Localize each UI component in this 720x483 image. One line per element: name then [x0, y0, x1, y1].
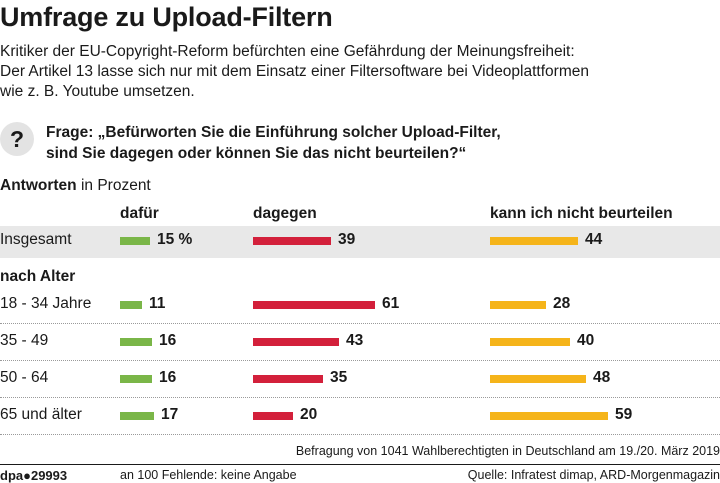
- data-label-dagegen: 39: [338, 231, 356, 248]
- data-label-dafuer: 17: [161, 406, 179, 423]
- row-label: 18 - 34 Jahre: [0, 295, 92, 312]
- data-label-dagegen: 20: [300, 406, 318, 423]
- row-separator: [0, 434, 720, 435]
- bar-kann-nicht: [490, 301, 546, 309]
- data-label-dafuer: 16: [159, 369, 177, 386]
- row-label: 50 - 64: [0, 369, 49, 386]
- bar-dagegen: [253, 301, 375, 309]
- answers-unit: in Prozent: [80, 177, 151, 194]
- bar-dagegen: [253, 375, 323, 383]
- question-mark-icon: ?: [0, 122, 34, 156]
- row-separator: [0, 323, 720, 324]
- data-label-dagegen: 35: [330, 369, 348, 386]
- legend-dafuer: dafür: [120, 205, 159, 222]
- intro-line: Der Artikel 13 lasse sich nur mit dem Ei…: [0, 63, 589, 80]
- data-label-kann-nicht: 48: [593, 369, 611, 386]
- legend-kann-nicht: kann ich nicht beurteilen: [490, 205, 673, 222]
- bar-kann-nicht: [490, 338, 570, 346]
- question-line: sind Sie dagegen oder können Sie das nic…: [46, 145, 467, 162]
- data-label-kann-nicht: 59: [615, 406, 633, 423]
- footer-divider: [0, 464, 720, 465]
- data-label-dafuer: 16: [159, 332, 177, 349]
- intro-text: Kritiker der EU-Copyright-Reform befürch…: [0, 42, 720, 102]
- data-label-dagegen: 61: [382, 295, 400, 312]
- dpa-id: dpa●29993: [0, 468, 68, 483]
- intro-line: Kritiker der EU-Copyright-Reform befürch…: [0, 43, 575, 60]
- legend-dagegen: dagegen: [253, 205, 317, 222]
- bar-dagegen: [253, 237, 331, 245]
- bar-dagegen: [253, 412, 293, 420]
- bar-dafuer: [120, 237, 150, 245]
- bar-dafuer: [120, 375, 152, 383]
- data-label-kann-nicht: 44: [585, 231, 603, 248]
- bar-dafuer: [120, 301, 142, 309]
- row-separator: [0, 360, 720, 361]
- page-title: Umfrage zu Upload-Filtern: [0, 2, 333, 32]
- bar-kann-nicht: [490, 375, 586, 383]
- row-label: 35 - 49: [0, 332, 49, 349]
- answers-heading: Antworten in Prozent: [0, 177, 151, 195]
- survey-note: Befragung von 1041 Wahlberechtigten in D…: [295, 444, 720, 458]
- footnote: an 100 Fehlende: keine Angabe: [120, 468, 297, 482]
- bar-dagegen: [253, 338, 339, 346]
- section-nach-alter: nach Alter: [0, 268, 76, 285]
- bar-kann-nicht: [490, 412, 608, 420]
- bar-dafuer: [120, 338, 152, 346]
- data-label-kann-nicht: 40: [577, 332, 595, 349]
- bar-dafuer: [120, 412, 154, 420]
- data-label-dafuer: 15 %: [157, 231, 193, 248]
- row-label: 65 und älter: [0, 406, 82, 423]
- row-separator: [0, 397, 720, 398]
- row-label: Insgesamt: [0, 231, 72, 248]
- question-text: Frage: „Befürworten Sie die Einführung s…: [46, 122, 501, 164]
- data-label-dafuer: 11: [149, 295, 166, 312]
- answers-label: Antworten: [0, 177, 77, 194]
- question-line: Frage: „Befürworten Sie die Einführung s…: [46, 124, 501, 141]
- source-credit: Quelle: Infratest dimap, ARD-Morgenmagaz…: [467, 468, 720, 482]
- data-label-dagegen: 43: [346, 332, 364, 349]
- bar-kann-nicht: [490, 237, 578, 245]
- data-label-kann-nicht: 28: [553, 295, 571, 312]
- total-row-band: [0, 226, 720, 258]
- intro-line: wie z. B. Youtube umsetzen.: [0, 83, 195, 100]
